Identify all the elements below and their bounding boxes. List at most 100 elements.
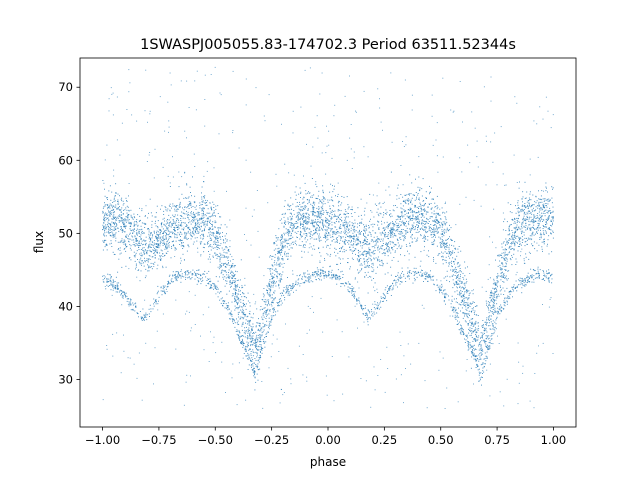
data-point	[457, 287, 458, 289]
data-point	[377, 221, 379, 223]
data-point	[322, 223, 324, 225]
data-point	[220, 253, 222, 255]
data-point	[120, 218, 122, 220]
data-point	[299, 187, 301, 189]
data-point	[325, 219, 327, 221]
data-point	[392, 224, 394, 226]
data-point	[526, 237, 527, 239]
data-point	[429, 204, 430, 205]
data-point	[481, 325, 483, 327]
data-point	[172, 233, 173, 235]
data-point	[359, 225, 360, 227]
data-point	[520, 230, 522, 232]
data-point	[160, 230, 162, 232]
data-point	[106, 197, 108, 199]
data-point	[269, 280, 271, 282]
data-point	[522, 196, 524, 198]
data-point	[538, 211, 540, 213]
data-point	[102, 210, 104, 212]
data-point	[395, 244, 397, 246]
data-point	[379, 232, 381, 234]
data-point	[371, 263, 373, 265]
data-point	[184, 237, 186, 239]
data-point	[491, 294, 493, 296]
data-point	[167, 219, 168, 220]
data-point	[460, 292, 462, 294]
data-point	[352, 229, 354, 231]
data-point	[332, 211, 334, 212]
data-point	[360, 198, 362, 200]
data-point	[125, 220, 127, 222]
data-point	[212, 256, 214, 258]
data-point	[259, 330, 260, 332]
data-point	[104, 204, 106, 206]
data-point	[258, 322, 260, 324]
data-point	[260, 341, 262, 343]
data-point	[424, 220, 426, 222]
data-point	[274, 256, 276, 258]
data-point	[332, 191, 334, 193]
data-point	[106, 197, 108, 199]
data-point	[255, 336, 257, 338]
data-point	[499, 264, 501, 266]
data-point	[271, 294, 273, 296]
data-point	[527, 219, 529, 221]
data-point	[134, 256, 136, 258]
data-point	[533, 215, 535, 217]
data-point	[357, 269, 358, 271]
data-point	[448, 263, 450, 265]
data-point	[164, 255, 165, 257]
data-point	[167, 208, 169, 210]
data-point	[234, 299, 236, 301]
data-point	[432, 229, 434, 231]
data-point	[183, 197, 185, 199]
data-point	[126, 200, 128, 202]
data-point	[275, 235, 277, 237]
data-point	[272, 300, 274, 302]
data-point	[541, 246, 543, 248]
data-point	[153, 263, 155, 265]
data-point	[213, 203, 215, 205]
data-point	[135, 263, 137, 265]
data-point	[112, 235, 114, 236]
data-point	[235, 286, 237, 288]
data-point	[547, 203, 549, 205]
data-point	[113, 230, 115, 231]
data-point	[187, 232, 189, 234]
data-point	[193, 214, 195, 216]
data-point	[540, 195, 542, 197]
data-point	[350, 244, 352, 246]
data-point	[357, 243, 359, 245]
data-point	[410, 193, 412, 195]
data-point	[286, 253, 287, 255]
data-point	[469, 327, 471, 329]
data-point	[136, 237, 138, 239]
data-point	[219, 261, 221, 263]
data-point	[442, 221, 444, 223]
data-point	[413, 227, 414, 229]
data-point	[139, 244, 141, 246]
data-point	[305, 220, 307, 222]
data-point	[281, 247, 283, 249]
data-point	[182, 242, 184, 244]
data-point	[313, 230, 315, 231]
data-point	[268, 283, 270, 285]
data-point	[367, 253, 369, 255]
data-point	[135, 240, 137, 242]
data-point	[392, 249, 394, 251]
data-point	[255, 326, 257, 328]
data-point	[449, 257, 451, 259]
data-point	[156, 239, 158, 241]
data-point	[175, 206, 177, 208]
data-point	[211, 232, 213, 234]
data-point	[214, 247, 216, 249]
data-point	[505, 254, 506, 256]
data-point	[441, 223, 443, 225]
data-point	[162, 267, 164, 269]
data-point	[339, 218, 341, 220]
data-point	[130, 222, 132, 224]
data-point	[476, 336, 478, 338]
data-point	[481, 384, 482, 386]
data-point	[394, 235, 396, 237]
data-point	[405, 201, 407, 203]
